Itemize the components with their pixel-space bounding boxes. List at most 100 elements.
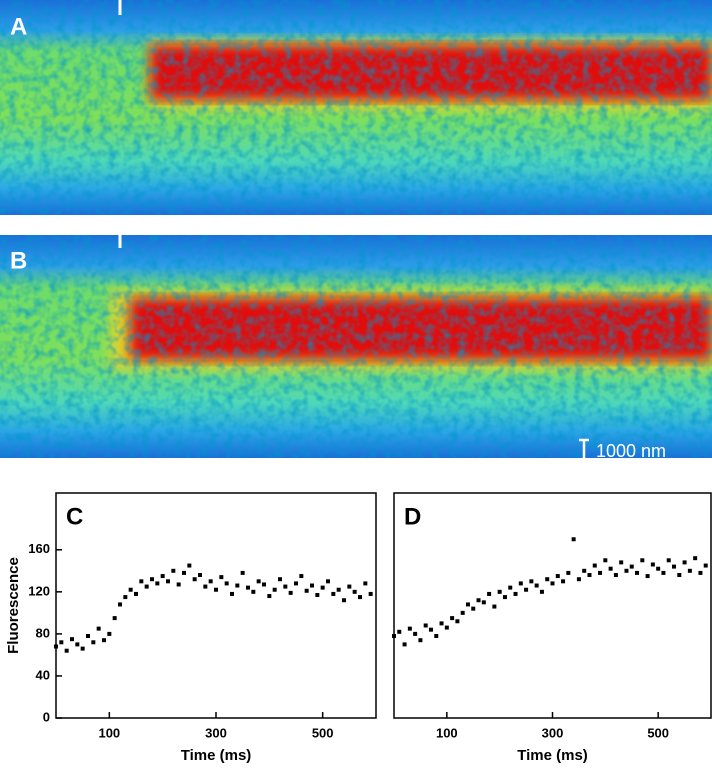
point [336, 587, 341, 592]
point [299, 574, 304, 579]
point [677, 573, 682, 578]
point [645, 574, 650, 579]
point [450, 616, 455, 621]
point [320, 585, 325, 590]
point [423, 623, 428, 628]
point [640, 558, 645, 563]
point [492, 604, 497, 609]
y-axis-label: Fluorescence [5, 557, 22, 654]
point [661, 570, 666, 575]
point [86, 633, 90, 638]
point [80, 646, 85, 651]
point [208, 579, 213, 584]
point [555, 574, 560, 579]
point [331, 591, 336, 596]
y-tick-label: 0 [43, 709, 50, 724]
point [534, 583, 539, 588]
x-tick-label: 100 [436, 725, 458, 740]
point [326, 579, 330, 584]
panel-label: D [404, 503, 421, 530]
point [587, 573, 592, 578]
scale-bar [579, 438, 589, 464]
point [315, 592, 320, 597]
image-b [0, 235, 712, 464]
x-tick-label: 500 [312, 725, 334, 740]
point [703, 563, 708, 568]
point [550, 581, 555, 586]
point [203, 584, 208, 589]
point [198, 573, 202, 578]
point [91, 640, 96, 645]
point [358, 595, 362, 600]
point [246, 585, 250, 590]
point [434, 633, 439, 638]
point [59, 640, 64, 645]
point [240, 570, 245, 575]
point [428, 627, 433, 632]
point [687, 568, 692, 573]
point [363, 581, 368, 586]
x-axis-label: Time (ms) [517, 747, 588, 764]
point [402, 642, 407, 647]
point [256, 579, 261, 584]
scale-bar-label: 1000 nm [596, 441, 666, 461]
point [155, 581, 160, 586]
point [224, 581, 229, 586]
point [176, 582, 181, 587]
image-a [0, 0, 712, 215]
point [347, 584, 352, 589]
x-tick-label: 300 [205, 725, 227, 740]
point [481, 600, 486, 605]
point [407, 626, 412, 631]
point [455, 619, 460, 624]
point [160, 574, 165, 579]
point [272, 587, 277, 592]
point [413, 631, 418, 636]
x-axis-label: Time (ms) [181, 747, 252, 764]
point [635, 570, 640, 575]
plot-frame [393, 492, 712, 719]
point [267, 594, 272, 599]
point [251, 589, 256, 594]
point [150, 577, 154, 582]
panel-label: C [66, 503, 83, 530]
point [576, 577, 581, 582]
point [304, 588, 309, 593]
point [166, 579, 170, 584]
point [368, 591, 373, 596]
y-tick-label: 160 [28, 541, 50, 556]
point [144, 584, 149, 589]
point [598, 570, 603, 575]
point [460, 610, 465, 615]
point [288, 590, 293, 595]
point [497, 589, 502, 594]
point [235, 583, 240, 588]
y-tick-label: 40 [36, 667, 50, 682]
point [139, 579, 144, 584]
point [529, 579, 534, 584]
point [219, 575, 224, 580]
point [64, 648, 69, 653]
point [352, 589, 357, 594]
point [112, 616, 117, 621]
point [192, 577, 197, 582]
point [650, 562, 655, 567]
point [571, 537, 576, 542]
point [214, 587, 218, 592]
point [439, 621, 444, 626]
point [608, 566, 613, 571]
point [582, 568, 587, 573]
point [693, 556, 698, 561]
point [656, 566, 661, 571]
x-tick-label: 500 [647, 725, 669, 740]
point [613, 573, 618, 578]
point [294, 581, 298, 586]
point [629, 564, 634, 569]
point [465, 602, 470, 607]
point [471, 606, 476, 611]
point [123, 595, 128, 600]
point [182, 570, 186, 575]
x-tick-label: 100 [98, 725, 120, 740]
